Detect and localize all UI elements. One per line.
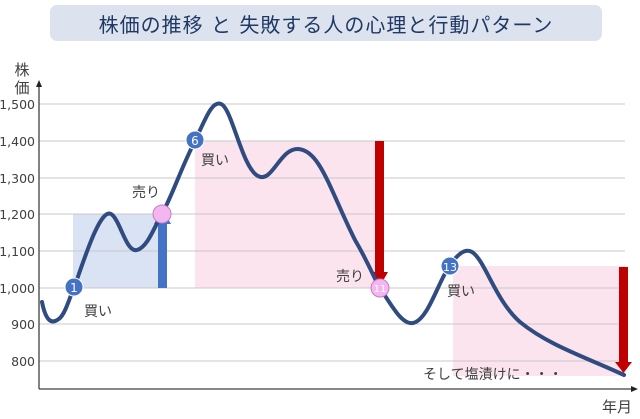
svg-text:11: 11 [374, 284, 387, 295]
svg-text:1: 1 [70, 281, 78, 295]
y-axis-title-2: 価 [14, 79, 29, 97]
y-tick-1000: 1,000 [0, 281, 35, 296]
marker-buy-1: 1 [64, 277, 84, 297]
y-tick-1100: 1,100 [0, 244, 35, 259]
chart-title-banner: 株価の推移 と 失敗する人の心理と行動パターン [50, 5, 602, 41]
y-tick-900: 900 [11, 317, 35, 332]
y-axis-title-1: 株 [14, 61, 29, 79]
svg-text:13: 13 [443, 261, 457, 274]
y-tick-800: 800 [11, 354, 35, 369]
x-axis-arrow-icon [631, 386, 638, 392]
loss-zone-pink-2 [453, 266, 625, 376]
label-buy-13: 買い [447, 284, 475, 300]
y-tick-1200: 1,200 [0, 207, 35, 222]
label-sell-1: 売り [132, 185, 160, 201]
chart-title: 株価の推移 と 失敗する人の心理と行動パターン [98, 12, 554, 37]
y-tick-1400: 1,400 [0, 134, 35, 149]
label-end: そして塩漬けに・・・ [423, 367, 563, 383]
y-tick-1300: 1,300 [0, 171, 35, 186]
marker-sell-1 [152, 204, 172, 224]
label-buy-1: 買い [84, 304, 112, 320]
grid-lines [39, 103, 625, 362]
marker-buy-13: 13 [440, 256, 460, 276]
label-buy-6: 買い [201, 153, 229, 169]
down-arrow-red-2 [615, 267, 632, 373]
marker-sell-11: 11 [370, 278, 390, 298]
price-line [40, 101, 626, 377]
y-axis-arrow-icon [36, 80, 42, 87]
label-sell-11: 売り [336, 269, 364, 285]
x-axis-title: 年月 [602, 398, 632, 416]
y-tick-1500: 1,500 [0, 97, 35, 112]
svg-text:6: 6 [191, 134, 199, 148]
marker-buy-6: 6 [185, 130, 205, 150]
